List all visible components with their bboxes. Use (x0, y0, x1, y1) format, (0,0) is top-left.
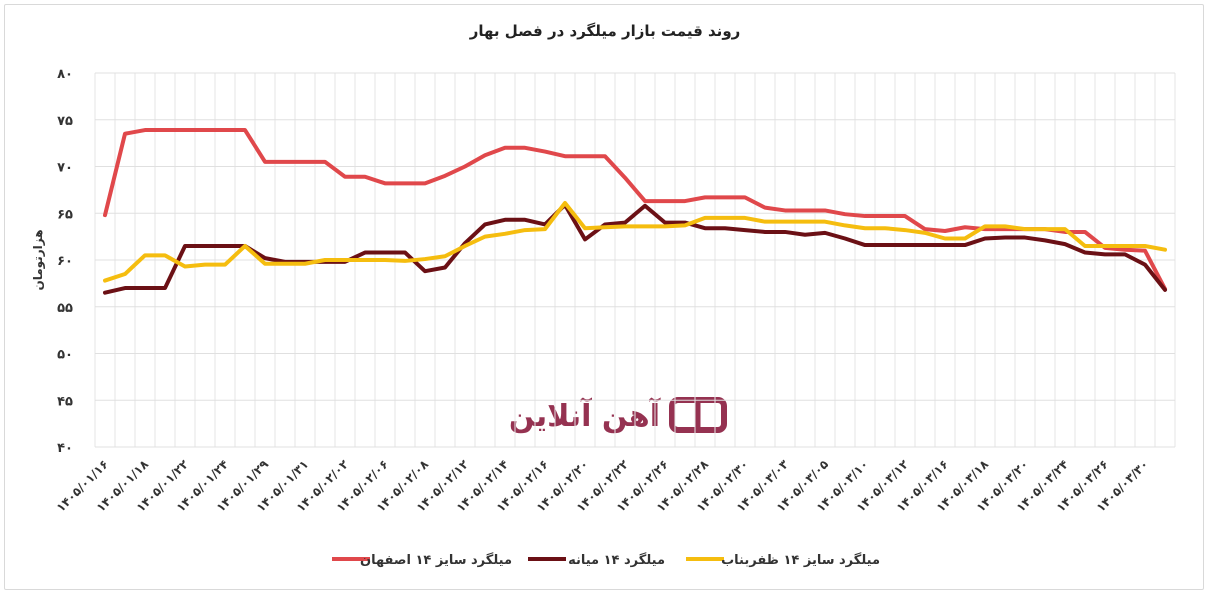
y-tick-label: ۴۰ (57, 441, 73, 456)
y-tick-label: ۵۰ (57, 348, 73, 363)
chart-card (4, 4, 1204, 590)
y-tick-label: ۶۵ (57, 207, 73, 222)
chart-title: روند قیمت بازار میلگرد در فصل بهار (469, 22, 741, 40)
y-tick-label: ۶۰ (57, 254, 73, 269)
data-line (103, 128, 1167, 291)
legend-label: میلگرد سایز ۱۴ اصفهان (360, 552, 512, 568)
y-axis-label: هزارتومان (31, 229, 46, 290)
y-tick-label: ۸۰ (57, 67, 73, 82)
data-line (103, 202, 1167, 295)
y-tick-label: ۷۰ (57, 161, 73, 176)
legend-label: میلگرد ۱۴ میانه (568, 552, 665, 568)
legend-label: میلگرد سایز ۱۴ ظفربناب (721, 552, 880, 568)
y-tick-label: ۵۵ (57, 301, 73, 316)
logo: آهن آنلاین (509, 397, 727, 434)
data-line (103, 200, 1167, 283)
y-tick-label: ۷۵ (57, 114, 73, 129)
grid (94, 72, 1176, 448)
y-tick-label: ۴۵ (57, 394, 73, 409)
watermark: آهن آنلاین (509, 397, 661, 434)
